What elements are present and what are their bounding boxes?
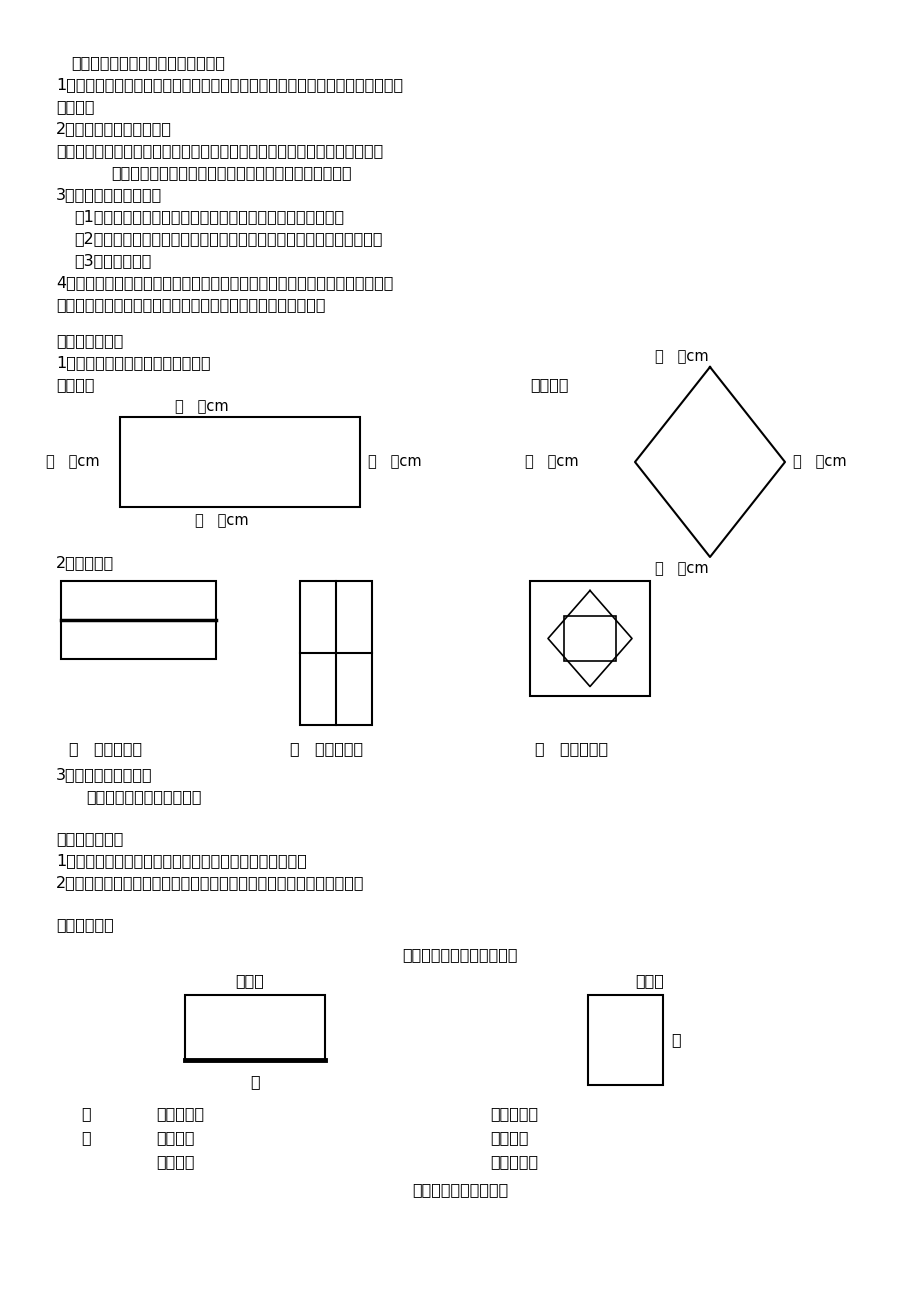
Text: 有４条边: 有４条边 <box>490 1130 528 1144</box>
Text: （   ）cm: （ ）cm <box>46 454 99 469</box>
Text: 对边相等: 对边相等 <box>156 1154 194 1169</box>
Text: 3、课件演示，帮助理解: 3、课件演示，帮助理解 <box>56 187 162 202</box>
Text: 预设：相同点：长方形有４个直角，４条边。正方形也有４个直角，４条边。: 预设：相同点：长方形有４个直角，４条边。正方形也有４个直角，４条边。 <box>56 143 383 158</box>
Text: 长方形、正方形的初步认识: 长方形、正方形的初步认识 <box>402 947 517 962</box>
Text: 边: 边 <box>250 1074 259 1088</box>
Text: 2、生自主交流，全班交流: 2、生自主交流，全班交流 <box>56 121 172 135</box>
Text: 四、课堂总结：: 四、课堂总结： <box>56 831 123 846</box>
Text: 为什么？: 为什么？ <box>56 99 95 115</box>
Text: 2、出示问题，你还有哪些问题没有解决吗？你准备用什么方法来解决？: 2、出示问题，你还有哪些问题没有解决吗？你准备用什么方法来解决？ <box>56 875 364 891</box>
Text: 用一张长方形折一个正方形: 用一张长方形折一个正方形 <box>85 789 201 805</box>
Text: 正方形是特殊的长方形: 正方形是特殊的长方形 <box>412 1182 507 1197</box>
Text: 2、数一数。: 2、数一数。 <box>56 555 114 570</box>
Bar <box>563 616 616 660</box>
Text: 三、巩固练习：: 三、巩固练习： <box>56 333 123 348</box>
Text: （   ）cm: （ ）cm <box>195 513 248 529</box>
Text: （   ）个正方形: （ ）个正方形 <box>289 741 363 756</box>
Text: 不同点：正方形的４条边都相等，长方形只有对边相等。: 不同点：正方形的４条边都相等，长方形只有对边相等。 <box>111 165 351 180</box>
Bar <box>119 417 359 506</box>
Text: 边: 边 <box>81 1130 91 1144</box>
Text: 有４条边: 有４条边 <box>156 1130 194 1144</box>
Text: （   ）cm: （ ）cm <box>654 349 708 365</box>
Text: 角: 角 <box>81 1105 91 1121</box>
Bar <box>300 581 371 725</box>
Text: 4、小结：４个角都是直角，对边相等的图形就叫做长方形。４个都是直角，４: 4、小结：４个角都是直角，对边相等的图形就叫做长方形。４个都是直角，４ <box>56 275 393 290</box>
Text: （   ）个正方形: （ ）个正方形 <box>535 741 607 756</box>
Text: （   ）cm: （ ）cm <box>175 398 229 414</box>
Text: 1、量一量各边长度，看谁量得快？: 1、量一量各边长度，看谁量得快？ <box>56 355 210 370</box>
Text: 条边都相等的图形叫做正方形。所以，正方形是特殊的长方形。: 条边都相等的图形叫做正方形。所以，正方形是特殊的长方形。 <box>56 297 325 312</box>
Text: （   ）cm: （ ）cm <box>368 454 421 469</box>
Text: 有４个直角: 有４个直角 <box>156 1105 204 1121</box>
Text: （   ）cm: （ ）cm <box>525 454 578 469</box>
Text: （   ）cm: （ ）cm <box>792 454 845 469</box>
Text: ４条边相等: ４条边相等 <box>490 1154 538 1169</box>
Text: 边: 边 <box>670 1032 680 1047</box>
Text: 【板书设计】: 【板书设计】 <box>56 917 114 932</box>
Text: 正方形: 正方形 <box>635 973 664 988</box>
Bar <box>587 995 663 1085</box>
Bar <box>61 581 216 659</box>
Text: 有４个直角: 有４个直角 <box>490 1105 538 1121</box>
Text: 3、折一折：（机动）: 3、折一折：（机动） <box>56 767 153 783</box>
Text: 长方形: 长方形 <box>235 973 264 988</box>
Bar <box>529 581 650 697</box>
Bar <box>185 995 324 1060</box>
Text: （1）这５个图形都是长方形，那么什么样的图形是长方形呢？: （1）这５个图形都是长方形，那么什么样的图形是长方形呢？ <box>74 210 344 224</box>
Text: 正方形：: 正方形： <box>529 378 568 392</box>
Text: 1、这节课我们解决了哪些问题？是通过什么方法解决的？: 1、这节课我们解决了哪些问题？是通过什么方法解决的？ <box>56 853 307 868</box>
Text: （2）其中哪个图形比较特殊？为什么？所以什么样的图形是正方形呢？: （2）其中哪个图形比较特殊？为什么？所以什么样的图形是正方形呢？ <box>74 230 382 246</box>
Text: 长方形：: 长方形： <box>56 378 95 392</box>
Text: （三）探究正方形和长方形的关系：: （三）探究正方形和长方形的关系： <box>71 55 225 70</box>
Text: 1、同桌讨论：发现了长方形和正方形的特征后，你觉得正方形能叫做长方形吗？: 1、同桌讨论：发现了长方形和正方形的特征后，你觉得正方形能叫做长方形吗？ <box>56 77 403 92</box>
Text: （   ）cm: （ ）cm <box>654 561 708 575</box>
Text: （   ）个长方形: （ ）个长方形 <box>69 741 142 756</box>
Text: （3）出示集合圈: （3）出示集合圈 <box>74 253 152 268</box>
